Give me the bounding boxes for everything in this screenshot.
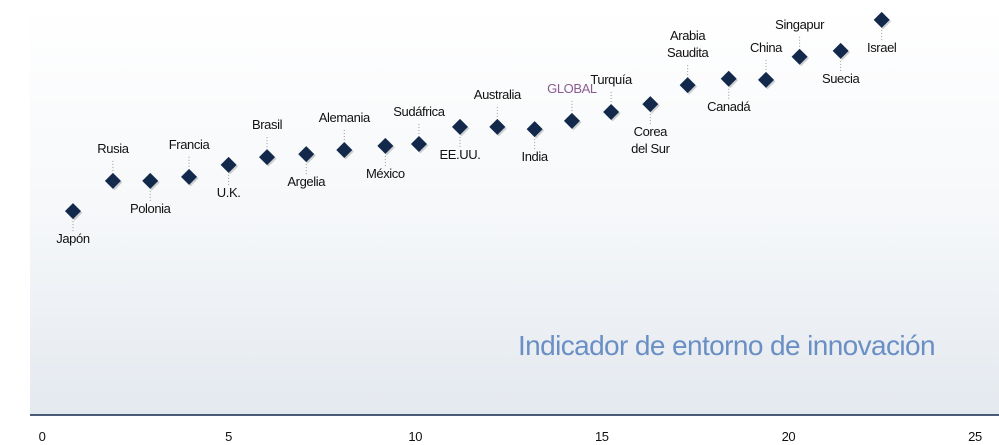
point-label: Alemania: [319, 110, 371, 125]
point: [489, 118, 506, 135]
point: [679, 77, 696, 94]
point: [259, 149, 276, 166]
point-label: Sudáfrica: [393, 104, 445, 119]
x-tick-label: 5: [225, 429, 232, 444]
x-tick-label: 25: [968, 429, 982, 444]
point-label: Israel: [867, 40, 897, 55]
point: [642, 96, 659, 113]
point-label: U.K.: [217, 185, 241, 200]
point-label: GLOBAL: [547, 81, 597, 96]
point: [526, 121, 543, 138]
point: [220, 156, 237, 173]
point-label: Australia: [474, 87, 522, 102]
point-label: Argelia: [287, 174, 326, 189]
point: [603, 103, 620, 120]
point: [873, 11, 890, 28]
point-label: del Sur: [631, 141, 670, 156]
point: [720, 70, 737, 87]
point-label: Saudita: [667, 45, 709, 60]
point: [298, 146, 315, 163]
point-label: Arabia: [670, 28, 706, 43]
x-tick-label: 15: [595, 429, 609, 444]
point-label: Brasil: [252, 117, 283, 132]
point-label: Singapur: [775, 17, 825, 32]
point-label: Francia: [169, 137, 211, 152]
point-label: Canadá: [707, 99, 751, 114]
point-label: Polonia: [130, 201, 172, 216]
point-label: Turquía: [590, 72, 633, 87]
point: [791, 48, 808, 65]
point-label: Suecia: [822, 71, 861, 86]
point: [336, 141, 353, 158]
point: [410, 136, 427, 153]
annotation: Indicador de entorno de innovación: [518, 330, 935, 361]
point-label: China: [750, 40, 783, 55]
x-tick-label: 20: [782, 429, 796, 444]
point: [377, 137, 394, 154]
point: [758, 71, 775, 88]
point-label: EE.UU.: [440, 147, 481, 162]
x-tick-label: 10: [408, 429, 422, 444]
point: [563, 112, 580, 129]
plot-background: [30, 0, 999, 415]
x-tick-label: 0: [39, 429, 46, 444]
point: [181, 168, 198, 185]
point-label: Japón: [56, 231, 90, 246]
point: [451, 118, 468, 135]
point-label: Rusia: [97, 141, 129, 156]
point: [104, 172, 121, 189]
point: [64, 203, 81, 220]
point: [832, 42, 849, 59]
point: [142, 172, 159, 189]
point-label: Corea: [634, 124, 669, 139]
point-label: México: [366, 166, 405, 181]
point-label: India: [522, 149, 549, 164]
